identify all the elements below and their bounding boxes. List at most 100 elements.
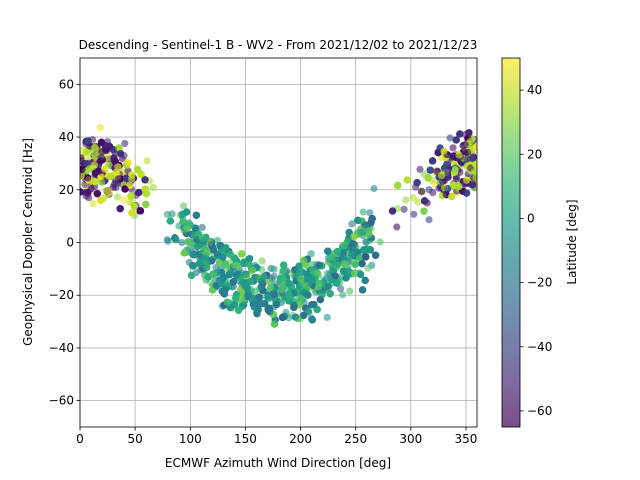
scatter-point bbox=[364, 226, 372, 234]
x-tick-label: 50 bbox=[127, 432, 142, 446]
scatter-point bbox=[137, 170, 145, 178]
scatter-point bbox=[285, 290, 293, 298]
scatter-point bbox=[96, 124, 104, 132]
scatter-point bbox=[465, 129, 473, 137]
scatter-point bbox=[449, 152, 458, 160]
scatter-point bbox=[171, 234, 179, 242]
scatter-point bbox=[279, 267, 287, 275]
scatter-point bbox=[270, 265, 278, 273]
scatter-point bbox=[90, 151, 99, 159]
scatter-point bbox=[354, 216, 362, 224]
scatter-point bbox=[296, 268, 304, 276]
x-tick-label: 0 bbox=[76, 432, 84, 446]
colorbar-gradient bbox=[501, 57, 521, 428]
scatter-point bbox=[327, 253, 335, 261]
scatter-point bbox=[136, 207, 144, 215]
scatter-point bbox=[413, 179, 421, 187]
scatter-point bbox=[308, 316, 316, 324]
scatter-point bbox=[104, 153, 112, 161]
scatter-point bbox=[249, 300, 257, 308]
scatter-point bbox=[361, 221, 369, 229]
scatter-point bbox=[238, 250, 246, 258]
scatter-point bbox=[179, 218, 187, 226]
scatter-point bbox=[433, 167, 441, 175]
scatter-point bbox=[416, 165, 424, 173]
scatter-point bbox=[446, 134, 454, 142]
scatter-point bbox=[410, 210, 418, 218]
scatter-point bbox=[113, 193, 122, 201]
y-tick-label: 0 bbox=[66, 236, 74, 250]
scatter-point bbox=[180, 202, 188, 210]
scatter-point bbox=[348, 251, 356, 259]
scatter-point bbox=[300, 256, 308, 264]
scatter-point bbox=[329, 266, 337, 274]
scatter-point bbox=[376, 238, 384, 246]
scatter-point bbox=[429, 189, 437, 197]
scatter-point bbox=[331, 272, 339, 280]
scatter-point bbox=[472, 174, 477, 182]
scatter-point bbox=[409, 193, 417, 202]
scatter-point bbox=[468, 181, 477, 189]
scatter-point bbox=[141, 176, 149, 184]
scatter-point bbox=[249, 294, 257, 302]
scatter-point bbox=[426, 166, 434, 174]
colorbar-ticks: −60 −40 −20 0 20 40 bbox=[520, 83, 552, 418]
scatter-point bbox=[80, 172, 85, 180]
scatter-point bbox=[114, 175, 122, 183]
scatter-point bbox=[340, 260, 348, 268]
scatter-point bbox=[122, 174, 130, 182]
scatter-point bbox=[255, 294, 263, 302]
scatter-point bbox=[358, 228, 366, 236]
scatter-point bbox=[434, 149, 442, 157]
scatter-point bbox=[256, 300, 264, 308]
scatter-point bbox=[242, 270, 250, 278]
scatter-point bbox=[203, 258, 211, 267]
scatter-point bbox=[350, 240, 358, 248]
scatter-point bbox=[425, 216, 433, 224]
scatter-point bbox=[166, 217, 174, 225]
colorbar-label: Latitude [deg] bbox=[565, 199, 579, 284]
scatter-point bbox=[121, 139, 129, 147]
scatter-point bbox=[229, 283, 237, 291]
scatter-point bbox=[84, 137, 92, 145]
scatter-point bbox=[254, 306, 262, 314]
scatter-point bbox=[107, 172, 115, 180]
y-axis-label: Geophysical Doppler Centroid [Hz] bbox=[21, 138, 35, 346]
y-tick-label: 20 bbox=[59, 183, 74, 197]
scatter-point bbox=[97, 138, 106, 146]
scatter-point bbox=[142, 200, 150, 208]
scatter-point bbox=[440, 147, 448, 155]
scatter-point bbox=[340, 267, 348, 275]
scatter-point bbox=[258, 277, 266, 285]
scatter-point bbox=[351, 260, 360, 268]
scatter-point bbox=[333, 248, 341, 256]
scatter-point bbox=[452, 136, 460, 144]
scatter-point bbox=[97, 196, 105, 204]
scatter-point bbox=[258, 257, 266, 265]
scatter-point bbox=[97, 173, 105, 181]
scatter-point bbox=[184, 238, 192, 246]
y-tick-label: 60 bbox=[59, 77, 74, 91]
scatter-point bbox=[461, 141, 469, 149]
scatter-point bbox=[163, 236, 171, 244]
scatter-point bbox=[121, 185, 129, 193]
scatter-point bbox=[364, 264, 372, 272]
scatter-point bbox=[270, 272, 278, 280]
scatter-point bbox=[279, 313, 287, 321]
scatter-point bbox=[462, 176, 471, 184]
scatter-point bbox=[188, 271, 196, 279]
scatter-point bbox=[124, 159, 132, 167]
scatter-point bbox=[359, 208, 367, 216]
scatter-point bbox=[358, 260, 366, 268]
scatter-point bbox=[324, 247, 332, 255]
scatter-point bbox=[339, 291, 347, 299]
scatter-point bbox=[449, 144, 457, 152]
scatter-point bbox=[216, 259, 224, 267]
y-tick-label: −60 bbox=[49, 394, 74, 408]
scatter-point bbox=[362, 238, 370, 246]
scatter-point bbox=[304, 291, 312, 299]
scatter-point bbox=[285, 279, 293, 287]
scatter-point bbox=[451, 166, 459, 174]
scatter-point bbox=[91, 169, 99, 177]
scatter-point bbox=[128, 209, 136, 217]
